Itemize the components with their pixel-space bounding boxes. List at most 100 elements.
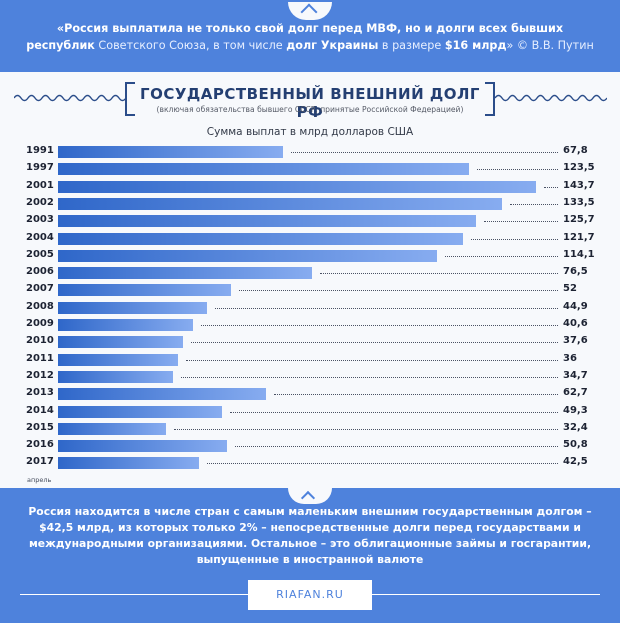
bar <box>58 440 227 453</box>
leader-dots <box>291 152 558 153</box>
leader-dots <box>238 290 558 292</box>
bar-row: 2007 52 <box>0 282 620 298</box>
leader-dots <box>543 186 558 188</box>
value-label: 50,8 <box>563 439 588 451</box>
footer-line-right <box>372 594 600 595</box>
bar-row: 2016 50,8 <box>0 438 620 454</box>
bar-row: 2006 76,5 <box>0 265 620 281</box>
bar-row: 2003 125,7 <box>0 213 620 229</box>
wave-left-decoration <box>14 94 126 102</box>
bar-row: 2001 143,7 <box>0 179 620 195</box>
bar-row: 2005 114,1 <box>0 248 620 264</box>
bar <box>58 319 193 331</box>
value-label: 143,7 <box>563 179 595 191</box>
category-label: 2002 <box>26 196 54 208</box>
quote-part-4: долг Украины <box>286 39 379 52</box>
leader-dots <box>229 411 558 413</box>
footer-banner: Россия находится в числе стран с самым м… <box>0 488 620 623</box>
category-label: 2005 <box>26 248 54 260</box>
value-label: 42,5 <box>563 456 588 468</box>
value-label: 49,3 <box>563 404 588 416</box>
leader-dots <box>476 169 558 171</box>
bar <box>58 388 267 401</box>
bar-row: 2013 62,7 <box>0 386 620 402</box>
bar <box>58 301 208 314</box>
bar <box>58 284 231 297</box>
bar <box>58 232 463 245</box>
leader-dots <box>445 255 558 257</box>
bar-row: 2015 32,4 <box>0 421 620 437</box>
bar <box>58 215 476 228</box>
bar <box>58 353 178 366</box>
category-label: 2008 <box>26 300 54 312</box>
leader-dots <box>181 376 558 378</box>
leader-dots <box>200 325 558 326</box>
value-label: 121,7 <box>563 231 595 243</box>
category-label: 2004 <box>26 231 54 243</box>
leader-dots <box>234 446 558 448</box>
category-label: 1997 <box>26 162 54 174</box>
footer-line-left <box>20 594 248 595</box>
category-label: 2009 <box>26 318 54 329</box>
value-label: 62,7 <box>563 387 588 399</box>
bar-row: 2008 44,9 <box>0 300 620 316</box>
leader-dots <box>185 359 558 361</box>
bar <box>58 422 166 435</box>
leader-dots <box>207 463 558 465</box>
value-label: 76,5 <box>563 266 588 278</box>
quote-part-6: $16 млрд <box>444 39 507 52</box>
bar-row: 1991 67,8 <box>0 144 620 160</box>
quote-part-5: в размере <box>378 39 445 52</box>
bar-row: 2017 42,5 <box>0 455 620 471</box>
category-label: 2010 <box>26 335 54 347</box>
value-label: 34,7 <box>563 369 588 381</box>
value-label: 37,6 <box>563 335 588 347</box>
title-row: ГОСУДАРСТВЕННЫЙ ВНЕШНИЙ ДОЛГ РФ (включая… <box>0 80 620 126</box>
leader-dots <box>274 394 558 396</box>
quote-part-3: Советского Союза, в том числе <box>94 39 287 52</box>
bar <box>58 146 284 158</box>
category-label: 2006 <box>26 266 54 278</box>
bar <box>58 457 200 470</box>
category-label: 2007 <box>26 283 54 295</box>
category-label: 2016 <box>26 439 54 451</box>
leader-dots <box>320 273 558 275</box>
chart-title: ГОСУДАРСТВЕННЫЙ ВНЕШНИЙ ДОЛГ РФ <box>140 85 480 121</box>
category-label: 1991 <box>26 145 54 156</box>
category-label: 2014 <box>26 404 54 416</box>
bar-row: 1997 123,5 <box>0 161 620 177</box>
quote-part-2: республик <box>26 39 95 52</box>
bar-row: 2004 121,7 <box>0 231 620 247</box>
value-label: 32,4 <box>563 421 588 433</box>
bar <box>58 370 174 383</box>
leader-dots <box>215 307 558 309</box>
value-label: 125,7 <box>563 214 595 226</box>
category-label: 2012 <box>26 369 54 381</box>
value-label: 40,6 <box>563 318 588 329</box>
chevron-up-icon <box>300 490 316 506</box>
bar <box>58 336 183 349</box>
value-label: 123,5 <box>563 162 595 174</box>
top-notch <box>288 2 332 21</box>
chart-subtitle: (включая обязательства бывшего СССР, при… <box>156 105 464 114</box>
bottom-notch <box>288 488 332 506</box>
value-label: 36 <box>563 352 577 364</box>
bar-row: 2014 49,3 <box>0 404 620 420</box>
quote-part-7: » © В.В. Путин <box>506 39 594 52</box>
wave-right-decoration <box>495 94 607 102</box>
quote-part-1: «Россия выплатила не только свой долг пе… <box>56 22 564 35</box>
value-label: 133,5 <box>563 196 595 208</box>
leader-dots <box>470 238 558 240</box>
quote-text: «Россия выплатила не только свой долг пе… <box>18 20 602 54</box>
bar-row: 2011 36 <box>0 352 620 368</box>
bar <box>58 180 536 193</box>
site-name[interactable]: RIAFAN.RU <box>276 588 344 601</box>
category-label: 2015 <box>26 421 54 433</box>
title-box: ГОСУДАРСТВЕННЫЙ ВНЕШНИЙ ДОЛГ РФ (включая… <box>125 82 495 121</box>
footer-text: Россия находится в числе стран с самым м… <box>28 505 592 566</box>
bar <box>58 197 502 210</box>
category-label: 2003 <box>26 214 54 226</box>
value-label: 52 <box>563 283 577 295</box>
